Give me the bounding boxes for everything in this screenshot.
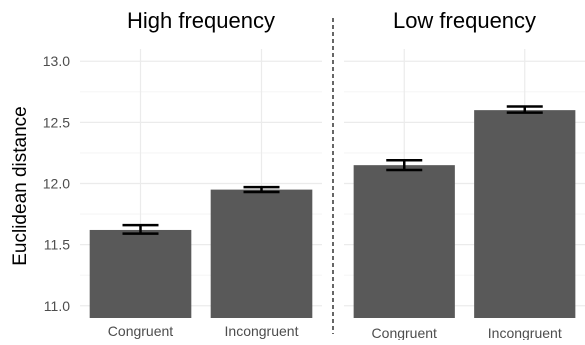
bar: [89, 229, 192, 318]
facet-title: Low frequency: [393, 8, 536, 33]
y-tick-label: 13.0: [43, 53, 70, 69]
bar-layer: [89, 110, 576, 319]
facet-title: High frequency: [127, 8, 275, 33]
y-tick-label: 12.0: [43, 176, 70, 192]
y-tick-label: 11.5: [44, 237, 70, 253]
bar: [353, 165, 455, 318]
x-tick-label: Incongruent: [225, 323, 299, 339]
text-layer: Euclidean distance 11.0 11.5 12.0 12.5 13.0 H…: [10, 8, 562, 341]
bar: [474, 110, 576, 319]
error-bar-layer: [122, 105, 543, 235]
bar: [210, 189, 313, 318]
y-tick-label: 12.5: [43, 114, 70, 130]
x-tick-label: Incongruent: [488, 325, 562, 340]
x-tick-label: Congruent: [372, 325, 437, 340]
y-axis-label: Euclidean distance: [10, 106, 31, 266]
y-tick-label: 11.0: [44, 298, 70, 314]
x-tick-label: Congruent: [108, 323, 173, 339]
